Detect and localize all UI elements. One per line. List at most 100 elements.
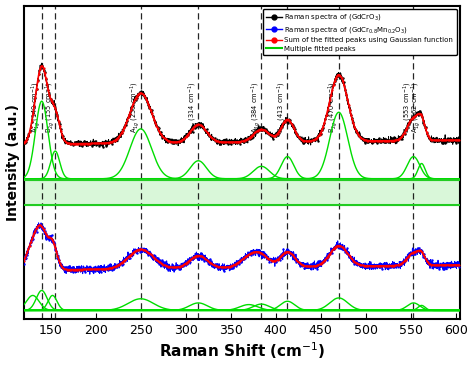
Point xyxy=(436,266,443,272)
Point xyxy=(401,258,408,264)
Point xyxy=(184,259,191,265)
Point xyxy=(111,138,118,143)
Point xyxy=(395,262,402,268)
Point xyxy=(46,92,53,98)
Point xyxy=(79,141,87,146)
Point xyxy=(90,266,97,272)
Point xyxy=(251,131,258,137)
Point xyxy=(395,134,402,140)
Point xyxy=(48,232,55,238)
Point xyxy=(413,111,421,117)
Point xyxy=(118,131,125,137)
Point xyxy=(53,248,60,254)
Point xyxy=(201,255,208,261)
Point xyxy=(155,128,163,134)
Point xyxy=(163,263,171,269)
Point xyxy=(191,254,199,259)
Point xyxy=(42,75,50,81)
Point xyxy=(423,129,430,135)
Point xyxy=(225,140,232,146)
Point xyxy=(224,264,231,270)
Point xyxy=(167,139,174,145)
Point xyxy=(102,143,110,149)
Point xyxy=(145,102,152,108)
Point xyxy=(22,255,30,261)
Point xyxy=(446,260,454,266)
Point xyxy=(233,261,241,266)
Point xyxy=(196,122,203,128)
Point xyxy=(277,251,285,257)
Point xyxy=(339,244,346,250)
Point xyxy=(377,139,385,145)
Point xyxy=(428,261,435,267)
Point xyxy=(336,72,343,78)
Point xyxy=(85,141,93,147)
Point xyxy=(247,134,255,140)
Point xyxy=(382,263,390,269)
Point xyxy=(348,115,356,121)
Point xyxy=(89,266,96,272)
Point xyxy=(353,261,361,267)
Point xyxy=(94,264,102,269)
Point xyxy=(251,250,258,255)
Point xyxy=(77,141,84,146)
Point xyxy=(404,120,412,126)
Point xyxy=(164,138,172,144)
Point xyxy=(173,139,181,145)
Point xyxy=(321,257,329,263)
Point xyxy=(100,140,108,146)
Point xyxy=(425,135,433,141)
Point xyxy=(382,264,390,270)
Point xyxy=(214,138,222,144)
Point xyxy=(439,266,447,272)
Point xyxy=(419,251,427,257)
Point xyxy=(293,257,301,262)
Point xyxy=(423,130,430,136)
Point xyxy=(185,130,193,136)
Point xyxy=(45,87,52,93)
Point xyxy=(317,261,325,267)
Point xyxy=(301,263,308,269)
Point xyxy=(383,138,391,144)
Point xyxy=(48,98,55,104)
Point xyxy=(318,260,326,266)
Point xyxy=(326,250,334,256)
Point xyxy=(334,73,342,79)
Text: A$_{1g}$ (314 cm$^{-1}$): A$_{1g}$ (314 cm$^{-1}$) xyxy=(186,82,200,133)
Point xyxy=(277,125,285,131)
Point xyxy=(142,96,150,102)
Point xyxy=(221,265,229,271)
Point xyxy=(330,246,337,252)
Point xyxy=(92,142,100,148)
Point xyxy=(395,136,402,142)
Point xyxy=(236,259,243,265)
Point xyxy=(180,262,187,268)
Point xyxy=(175,266,182,272)
Point xyxy=(450,137,457,142)
Point xyxy=(328,250,336,255)
Point xyxy=(289,123,297,129)
Point xyxy=(109,267,116,273)
Point xyxy=(228,139,236,145)
Point xyxy=(73,266,81,272)
Point xyxy=(145,101,152,107)
Point xyxy=(29,236,37,241)
Point xyxy=(428,258,436,264)
Point xyxy=(176,264,183,270)
Point xyxy=(36,222,44,228)
Point xyxy=(77,142,84,148)
Point xyxy=(153,123,160,128)
Point xyxy=(330,82,337,88)
Point xyxy=(303,261,310,266)
Point xyxy=(206,133,214,139)
Point xyxy=(130,99,138,105)
Point xyxy=(56,121,64,127)
Point xyxy=(344,250,351,256)
Point xyxy=(403,255,410,261)
Point xyxy=(401,130,408,135)
Point xyxy=(227,263,235,269)
Point xyxy=(173,264,180,270)
Point xyxy=(371,137,378,143)
Point xyxy=(61,137,68,143)
Point xyxy=(369,139,377,145)
